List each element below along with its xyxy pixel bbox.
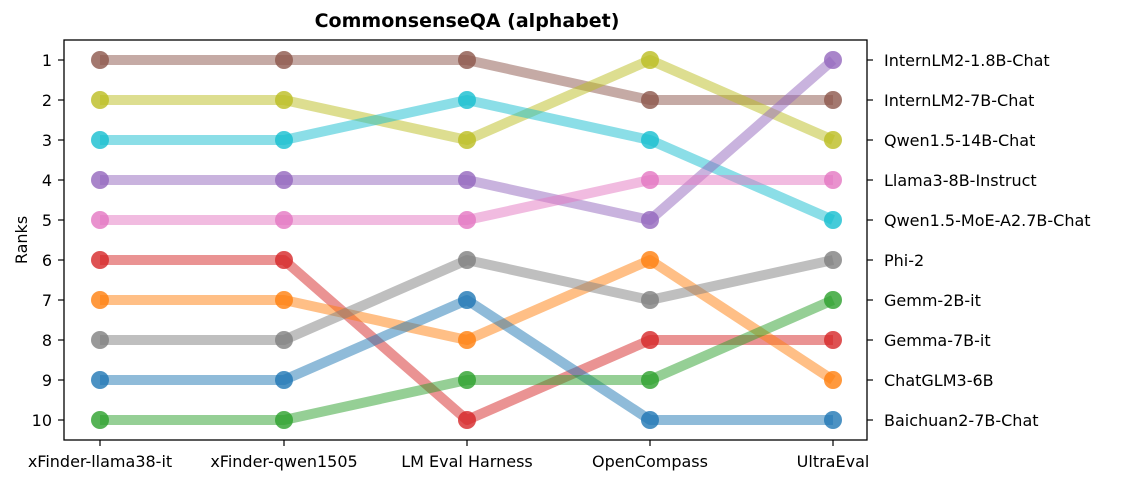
y-tick-label: 8 [42,331,52,350]
data-point [824,91,842,109]
data-point [458,91,476,109]
data-point [91,211,109,229]
data-point [824,131,842,149]
series-line [100,255,836,385]
right-tick-label: Gemma-7B-it [884,331,991,350]
data-point [641,51,659,69]
data-point [91,91,109,109]
y-tick-label: 9 [42,371,52,390]
right-tick-label: ChatGLM3-6B [884,371,994,390]
data-point [275,131,293,149]
right-tick-label: Baichuan2-7B-Chat [884,411,1039,430]
data-point [641,411,659,429]
right-tick-label: Qwen1.5-MoE-A2.7B-Chat [884,211,1091,230]
right-tick-label: Gemm-2B-it [884,291,981,310]
data-point [458,51,476,69]
data-point [641,251,659,269]
data-point [458,171,476,189]
data-point [91,51,109,69]
data-point [275,171,293,189]
data-point [458,291,476,309]
data-point [824,211,842,229]
x-tick-label: LM Eval Harness [401,452,533,471]
series-1 [91,51,842,149]
data-point [275,371,293,389]
y-axis-label: Ranks [12,216,31,264]
data-point [91,251,109,269]
right-tick-label: Phi-2 [884,251,924,270]
y-tick-label: 2 [42,91,52,110]
series-4 [91,171,842,229]
x-tick-label: xFinder-llama38-it [28,452,172,471]
series-3 [91,51,842,229]
series-layer [91,51,842,429]
series-5 [91,251,842,429]
data-point [641,291,659,309]
data-point [824,331,842,349]
data-point [824,171,842,189]
data-point [641,211,659,229]
data-point [641,331,659,349]
data-point [91,331,109,349]
data-point [91,171,109,189]
plot-frame [63,39,868,441]
series-7 [91,251,842,349]
series-8 [91,291,842,429]
right-tick-label: InternLM2-1.8B-Chat [884,51,1050,70]
y-tick-label: 7 [42,291,52,310]
data-point [824,251,842,269]
x-tick-label: xFinder-qwen1505 [210,452,357,471]
data-point [458,131,476,149]
series-6 [91,251,842,389]
series-line [100,295,833,425]
data-point [275,51,293,69]
y-tick-label: 10 [32,411,52,430]
data-point [91,291,109,309]
x-tick-label: UltraEval [797,452,870,471]
data-point [458,331,476,349]
series-2 [91,91,842,229]
y-tick-label: 5 [42,211,52,230]
data-point [275,291,293,309]
data-point [275,251,293,269]
data-point [275,211,293,229]
data-point [824,51,842,69]
data-point [458,371,476,389]
chart-title: CommonsenseQA (alphabet) [315,10,620,32]
data-point [641,171,659,189]
y-tick-label: 4 [42,171,52,190]
data-point [91,131,109,149]
data-point [641,371,659,389]
data-point [458,211,476,229]
data-point [458,411,476,429]
data-point [275,331,293,349]
data-point [641,91,659,109]
data-point [458,251,476,269]
data-point [641,131,659,149]
data-point [91,411,109,429]
y-tick-label: 6 [42,251,52,270]
series-9 [91,291,842,429]
axis-layer: 1 2 3 4 5 6 7 8 9 10 InternLM2-1.8B-Chat InternLM2-… [28,51,1091,471]
right-tick-label: Llama3-8B-Instruct [884,171,1037,190]
right-tick-label: Qwen1.5-14B-Chat [884,131,1035,150]
y-tick-label: 1 [42,51,52,70]
series-line [100,295,836,425]
data-point [275,91,293,109]
data-point [91,371,109,389]
data-point [824,411,842,429]
y-tick-label: 3 [42,131,52,150]
series-0 [91,51,842,109]
x-tick-label: OpenCompass [592,452,708,471]
data-point [824,291,842,309]
data-point [824,371,842,389]
right-tick-label: InternLM2-7B-Chat [884,91,1034,110]
data-point [275,411,293,429]
